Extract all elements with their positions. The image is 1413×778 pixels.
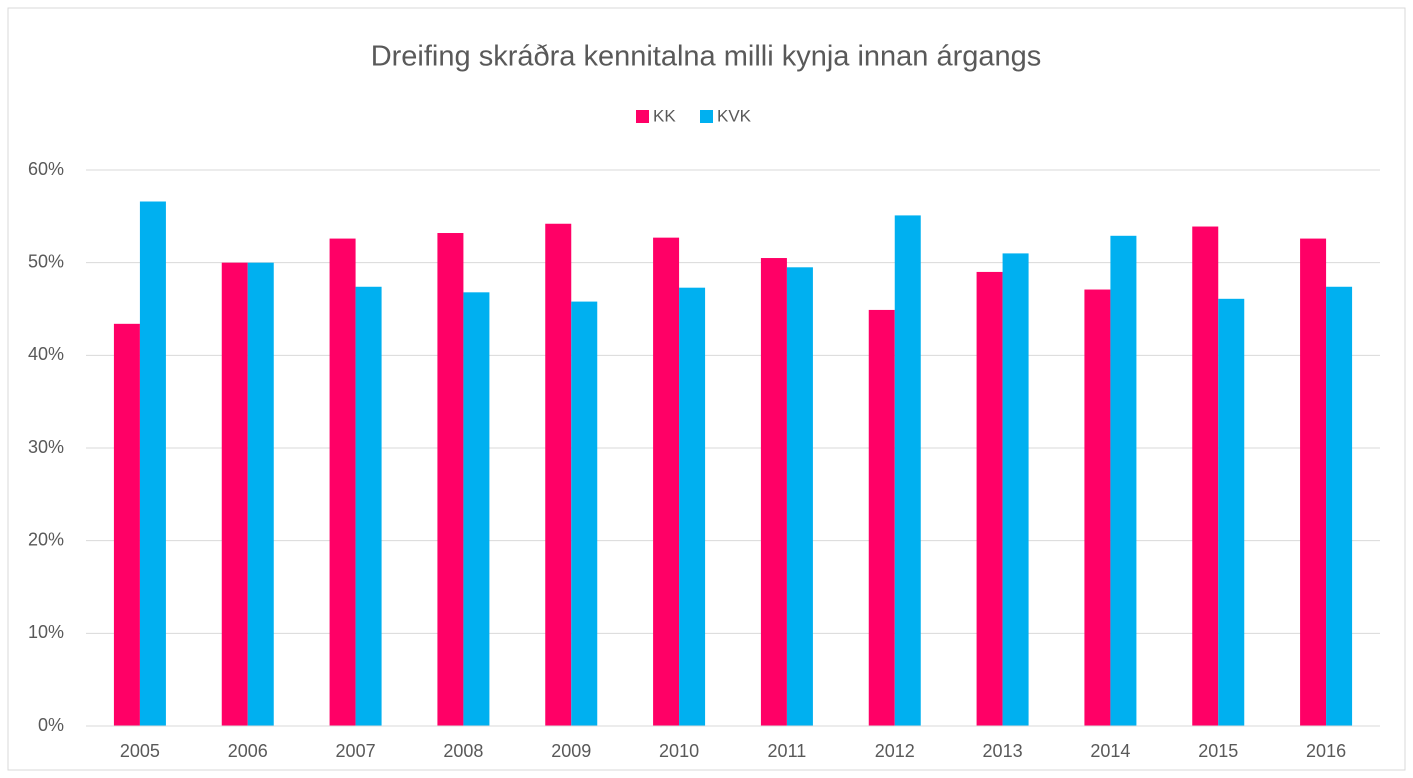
chart-title: Dreifing skráðra kennitalna milli kynja … <box>371 41 1042 73</box>
bar <box>247 262 274 726</box>
y-tick-label: 60% <box>28 159 64 179</box>
bar <box>437 233 464 726</box>
bar <box>571 301 598 726</box>
x-tick-label: 2016 <box>1306 741 1346 761</box>
bar <box>679 287 706 726</box>
x-tick-label: 2013 <box>983 741 1023 761</box>
legend-swatch <box>700 110 713 123</box>
bar <box>1192 226 1219 726</box>
legend-swatch <box>636 110 649 123</box>
y-tick-label: 40% <box>28 344 64 364</box>
x-tick-label: 2009 <box>551 741 591 761</box>
bar <box>1110 235 1137 726</box>
legend-label: KK <box>653 106 676 125</box>
legend: KK KVK <box>636 106 752 125</box>
bar <box>1002 253 1029 726</box>
x-tick-label: 2008 <box>443 741 483 761</box>
bar <box>463 292 490 726</box>
x-tick-label: 2014 <box>1090 741 1130 761</box>
y-tick-label: 10% <box>28 622 64 642</box>
y-tick-label: 50% <box>28 251 64 271</box>
x-tick-label: 2007 <box>336 741 376 761</box>
bar <box>786 267 813 726</box>
legend-label: KVK <box>717 106 752 125</box>
bar <box>329 238 356 726</box>
bar <box>1326 286 1353 726</box>
x-tick-label: 2011 <box>768 741 807 761</box>
bar <box>976 271 1003 726</box>
x-tick-label: 2010 <box>659 741 699 761</box>
bar <box>1084 289 1111 726</box>
bar <box>545 223 572 726</box>
x-tick-label: 2012 <box>875 741 915 761</box>
bar <box>113 323 140 726</box>
bar <box>1300 238 1327 726</box>
x-tick-label: 2005 <box>120 741 160 761</box>
bar <box>1218 298 1245 726</box>
x-tick-label: 2015 <box>1198 741 1238 761</box>
bar <box>760 258 787 726</box>
x-tick-label: 2006 <box>228 741 268 761</box>
bar <box>894 215 921 726</box>
bar <box>221 262 248 726</box>
bar <box>653 237 680 726</box>
bar <box>868 309 895 726</box>
bar <box>139 201 166 727</box>
y-tick-label: 0% <box>38 715 64 735</box>
y-tick-label: 30% <box>28 437 64 457</box>
bar <box>355 286 382 726</box>
y-tick-label: 20% <box>28 529 64 549</box>
